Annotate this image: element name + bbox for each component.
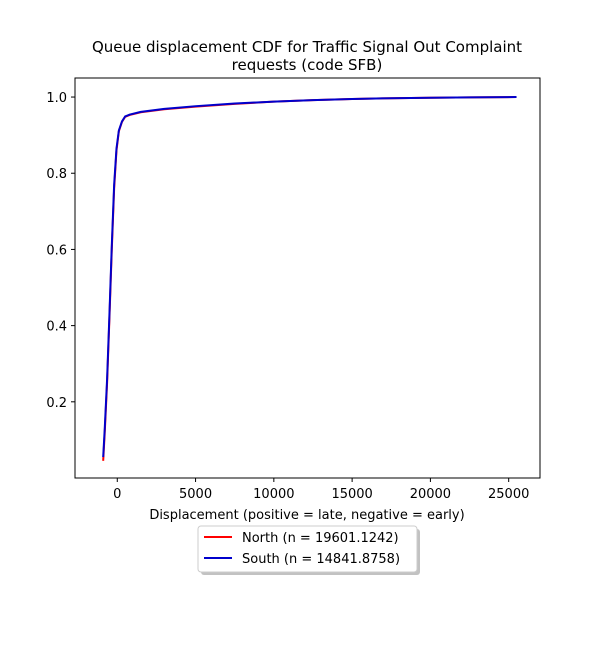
- x-axis-label: Displacement (positive = late, negative …: [149, 508, 464, 523]
- x-tick-label: 20000: [410, 487, 451, 502]
- y-tick-label: 0.6: [46, 243, 67, 258]
- legend-south-label: South (n = 14841.8758): [242, 552, 400, 567]
- legend-box: [197, 525, 418, 573]
- chart-title-line-2: requests (code SFB): [232, 56, 383, 74]
- x-axis-ticks: 0 5000 10000 15000 20000 25000: [113, 478, 529, 502]
- y-axis-ticks: 0.2 0.4 0.6 0.8 1.0: [46, 91, 75, 411]
- series-line-south: [102, 96, 517, 458]
- series-line-north: [102, 96, 517, 461]
- series-lines: [102, 96, 517, 461]
- legend: North (n = 19601.1242) South (n = 14841.…: [197, 525, 420, 575]
- x-tick-label: 15000: [331, 487, 372, 502]
- legend-north-label: North (n = 19601.1242): [242, 531, 399, 546]
- plot-frame: [74, 77, 541, 479]
- x-tick-label: 25000: [488, 487, 529, 502]
- x-tick-label: 10000: [253, 487, 294, 502]
- chart-title-line-1: Queue displacement CDF for Traffic Signa…: [92, 38, 522, 56]
- y-tick-label: 0.8: [46, 167, 67, 182]
- y-tick-label: 0.4: [46, 320, 67, 335]
- y-tick-label: 1.0: [46, 91, 67, 106]
- x-tick-label: 5000: [179, 487, 212, 502]
- x-tick-label: 0: [113, 487, 121, 502]
- y-tick-label: 0.2: [46, 396, 67, 411]
